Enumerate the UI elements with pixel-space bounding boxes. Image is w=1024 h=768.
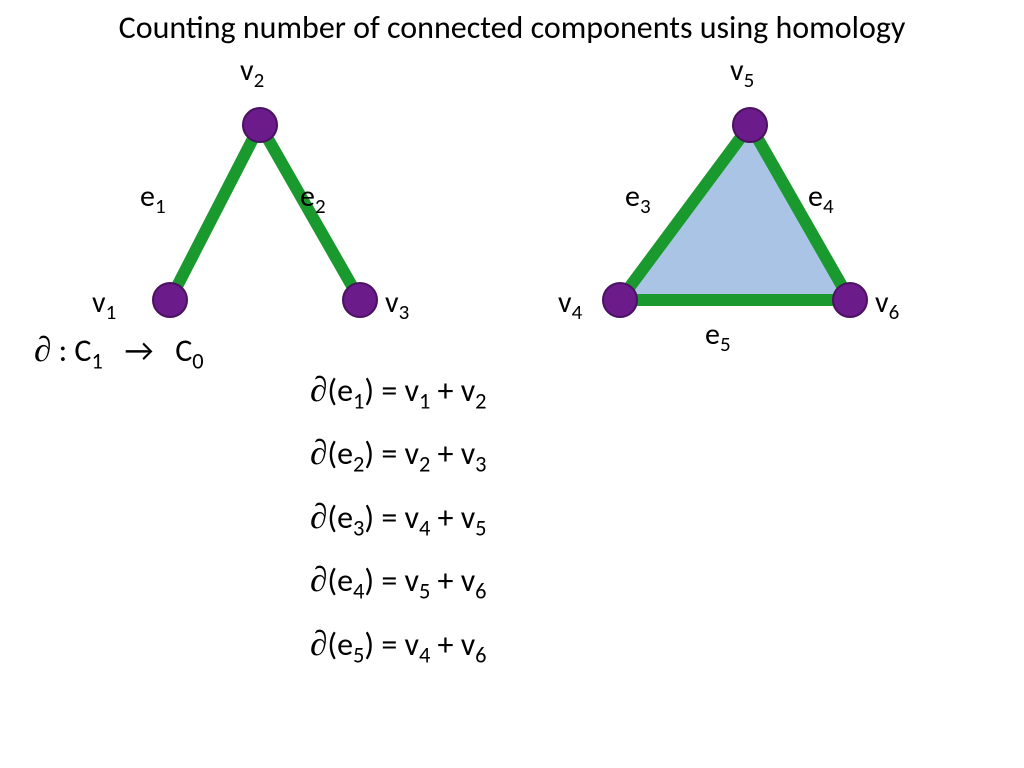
- edge-label-e2: e2: [300, 178, 326, 219]
- boundary-domain: C1: [74, 331, 102, 370]
- edge-label-e4: e4: [808, 178, 834, 219]
- edge-label-e1: e1: [140, 178, 166, 219]
- vertex-v3: [343, 283, 377, 317]
- boundary-equation-3: ∂(e3) = v4 + v5: [310, 497, 487, 542]
- edge-label-e3: e3: [625, 178, 651, 219]
- boundary-codomain: C0: [175, 331, 203, 370]
- vertex-label-v4: v4: [558, 284, 582, 325]
- edge-label-e5: e5: [705, 316, 731, 357]
- boundary-equation-1: ∂(e1) = v1 + v2: [310, 370, 487, 415]
- vertex-v6: [833, 283, 867, 317]
- vertex-label-v5: v5: [730, 52, 754, 93]
- equations-list: ∂(e1) = v1 + v2 ∂(e2) = v2 + v3 ∂(e3) = v4…: [310, 370, 487, 687]
- edge-e1: [170, 125, 260, 300]
- vertex-v5: [733, 108, 767, 142]
- vertex-v1: [153, 283, 187, 317]
- vertex-label-v1: v1: [92, 284, 116, 325]
- vertex-label-v2: v2: [240, 52, 264, 93]
- boundary-map: ∂ : C1 → C0: [34, 330, 204, 375]
- boundary-equation-2: ∂(e2) = v2 + v3: [310, 433, 487, 478]
- boundary-equation-4: ∂(e4) = v5 + v6: [310, 560, 487, 605]
- page-title: Counting number of connected components …: [0, 8, 1024, 47]
- vertex-label-v3: v3: [385, 284, 409, 325]
- diagram-area: e1e2v1v2v3e3e4e5v4v5v6: [0, 50, 1024, 330]
- vertex-label-v6: v6: [875, 284, 899, 325]
- vertex-v4: [603, 283, 637, 317]
- vertex-v2: [243, 108, 277, 142]
- boundary-equation-5: ∂(e5) = v4 + v6: [310, 624, 487, 669]
